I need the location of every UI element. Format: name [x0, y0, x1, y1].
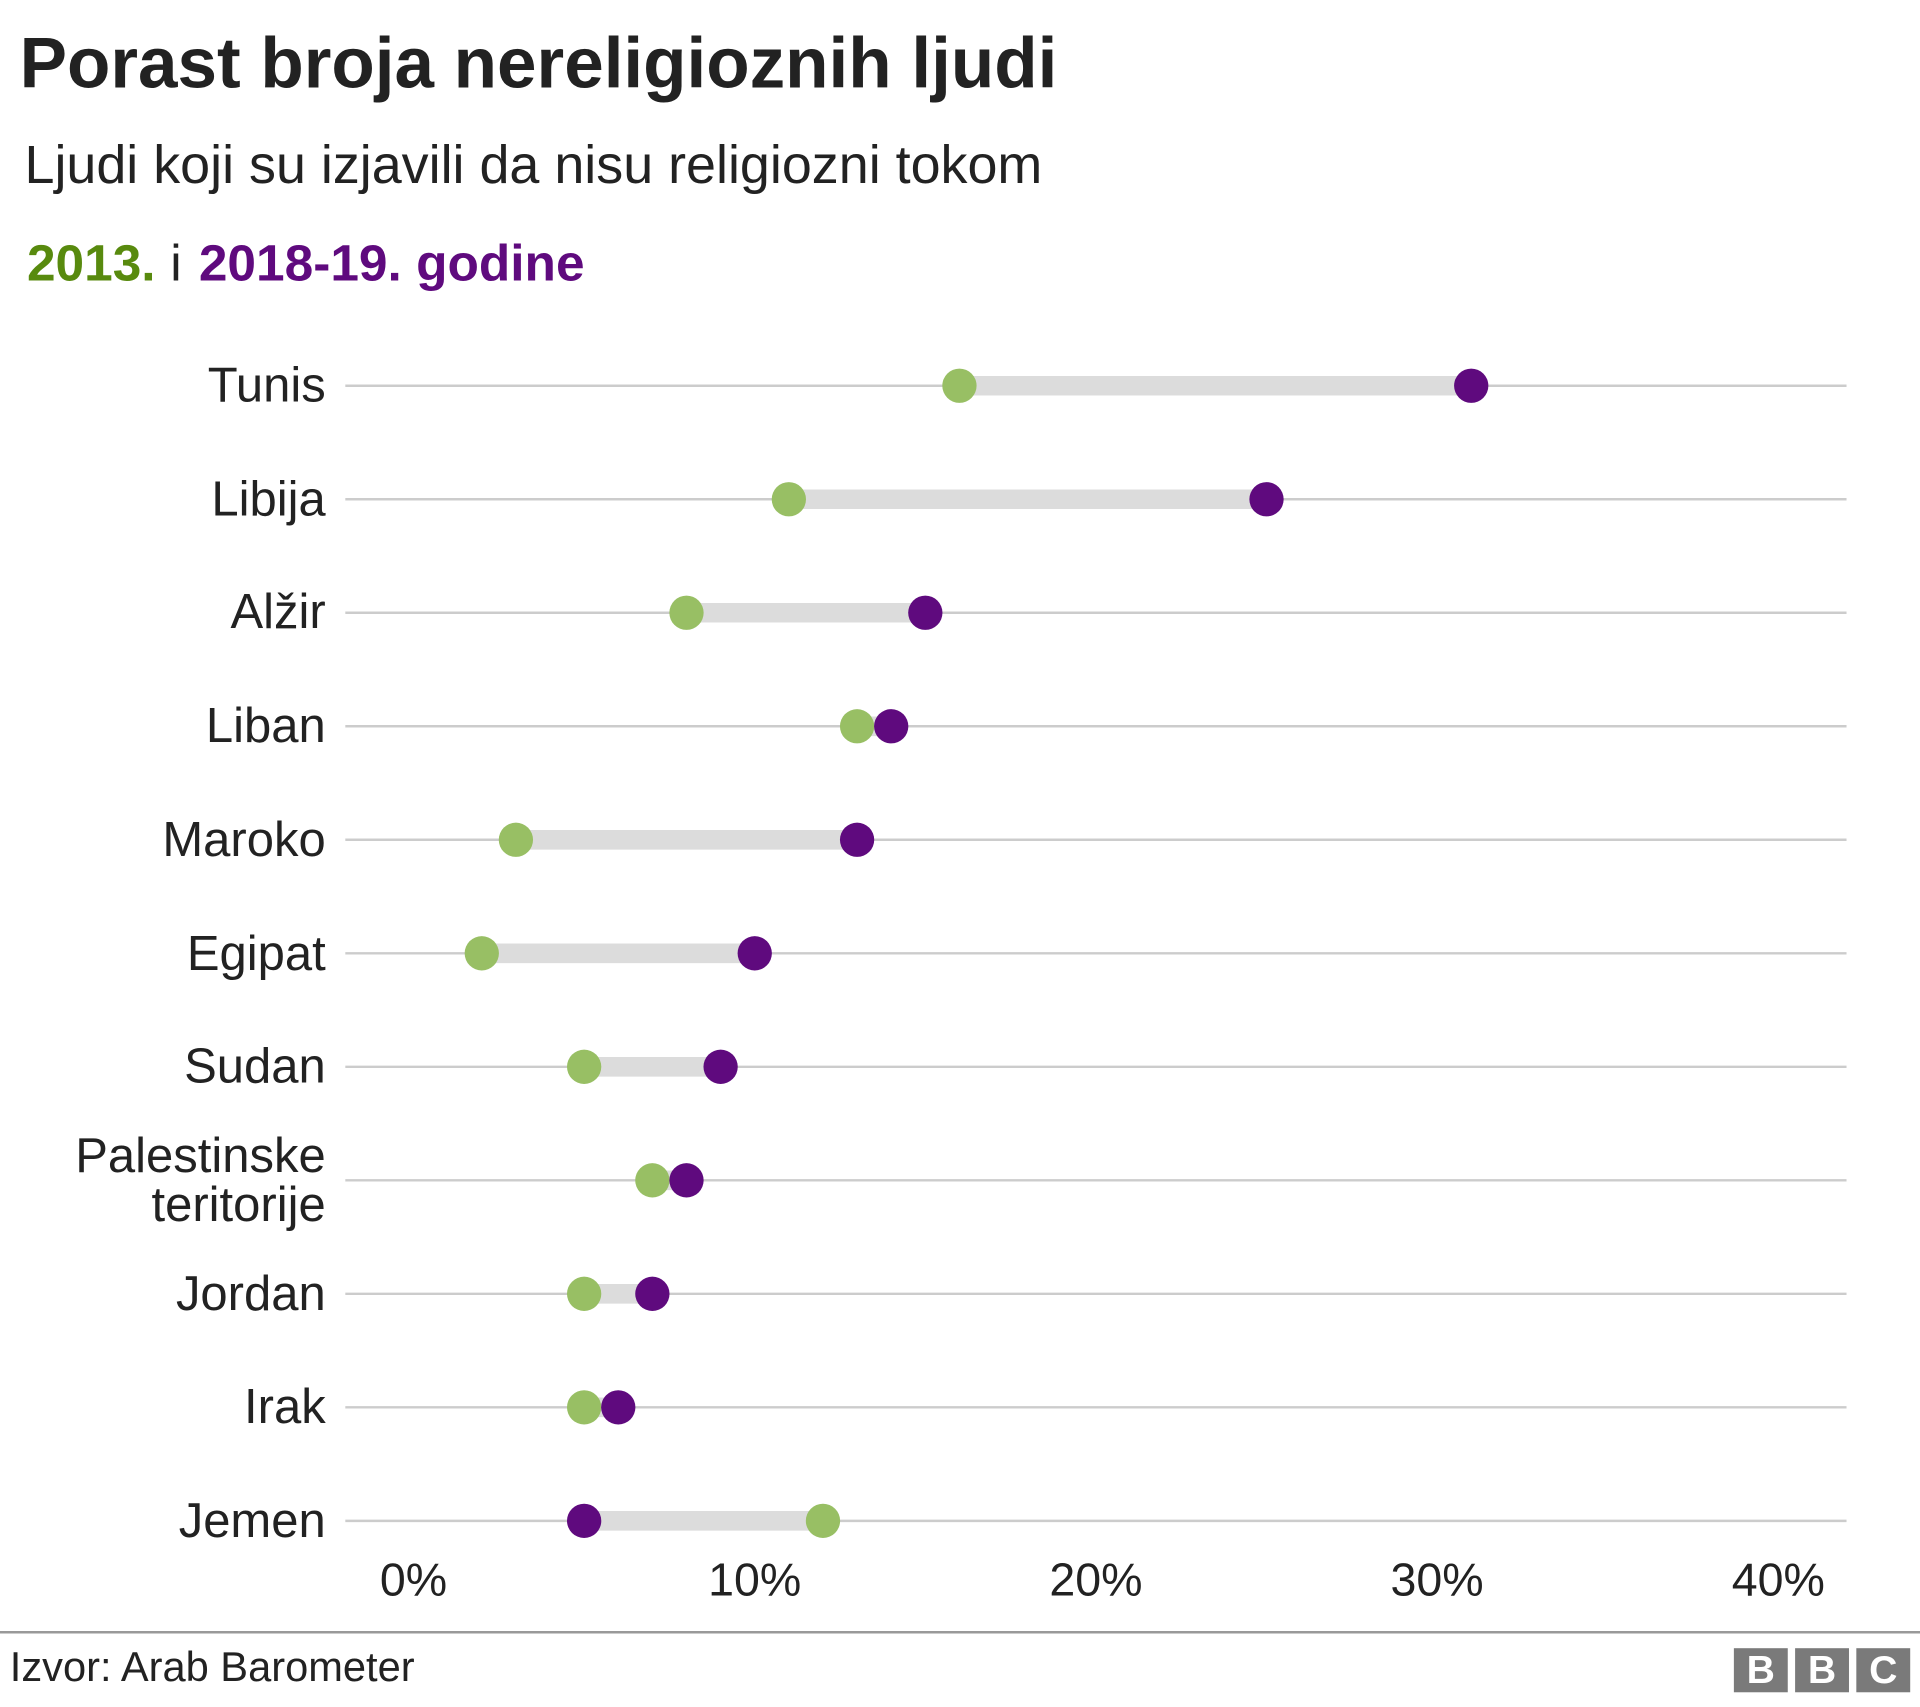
dot: [669, 595, 704, 630]
dot: [839, 822, 875, 857]
dot: [566, 1276, 602, 1311]
legend-entry: 2018-19. godine: [199, 234, 585, 292]
category-label-box: Alžir: [230, 585, 326, 640]
category-label-box: Liban: [205, 699, 326, 754]
chart-title: Porast broja nereligioznih ljudi: [20, 24, 1058, 103]
category-label: Irak: [244, 1380, 326, 1435]
dot: [566, 1390, 602, 1425]
dot: [566, 1503, 602, 1538]
category-label: Liban: [205, 699, 326, 754]
logo-box: [1795, 1648, 1849, 1693]
category-label-box: Maroko: [162, 812, 326, 867]
x-tick-label: 30%: [1391, 1554, 1484, 1606]
category-label-box: Sudan: [184, 1039, 326, 1094]
logo-letter: B: [1808, 1649, 1836, 1692]
category-label: Palestinske teritorije: [75, 1128, 326, 1232]
x-tick-label: 10%: [708, 1554, 801, 1606]
legend-joiner: i: [170, 234, 181, 292]
logo-box: [1856, 1648, 1911, 1693]
x-tick-label: 40%: [1732, 1554, 1825, 1606]
dot: [908, 595, 943, 630]
dot: [703, 1049, 738, 1084]
dot: [635, 1276, 670, 1311]
dot: [498, 822, 534, 857]
dot: [805, 1503, 841, 1538]
dot: [771, 482, 806, 517]
dot: [737, 936, 772, 971]
x-tick-label: 20%: [1049, 1554, 1142, 1606]
category-label: Tunis: [207, 358, 326, 413]
chart-subtitle: Ljudi koji su izjavili da nisu religiozn…: [24, 135, 1042, 195]
legend-entry: 2013.: [27, 234, 156, 292]
category-label: Alžir: [230, 585, 326, 640]
category-label-box: Libija: [211, 472, 326, 527]
category-label: Maroko: [162, 812, 326, 867]
plot-area: 0% 10% 20% 30% 40% Tunis Libija Alžir Liban Marok…: [75, 358, 1847, 1606]
dot: [942, 368, 977, 403]
x-tick-label: 0%: [380, 1554, 447, 1606]
dot: [1249, 482, 1284, 517]
logo-box: [1733, 1648, 1788, 1693]
logo-letter: B: [1747, 1649, 1775, 1692]
category-label-box: Jemen: [178, 1493, 326, 1548]
category-label-box: Irak: [244, 1380, 326, 1435]
dot: [566, 1049, 602, 1084]
category-label-box: Jordan: [175, 1266, 326, 1321]
category-label: Sudan: [184, 1039, 326, 1094]
dot: [1454, 368, 1489, 403]
category-label: Libija: [211, 472, 326, 527]
category-label-box: Palestinske teritorije: [75, 1128, 326, 1232]
category-label: Jemen: [178, 1493, 326, 1548]
category-label-box: Tunis: [207, 358, 326, 413]
logo-letter: C: [1869, 1649, 1897, 1692]
dot: [464, 936, 499, 971]
dot: [601, 1390, 636, 1425]
category-label: Jordan: [175, 1266, 326, 1321]
source: Izvor: Arab Barometer: [10, 1643, 415, 1690]
category-label: Egipat: [186, 926, 326, 981]
category-label-box: Egipat: [186, 926, 326, 981]
dot: [669, 1163, 704, 1198]
dot: [635, 1163, 670, 1198]
dot: [874, 709, 909, 744]
dot: [839, 709, 875, 744]
